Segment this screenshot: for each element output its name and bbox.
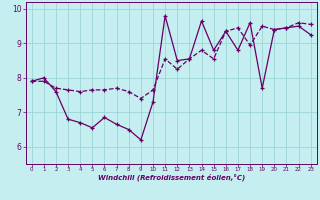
X-axis label: Windchill (Refroidissement éolien,°C): Windchill (Refroidissement éolien,°C) [98, 174, 245, 181]
